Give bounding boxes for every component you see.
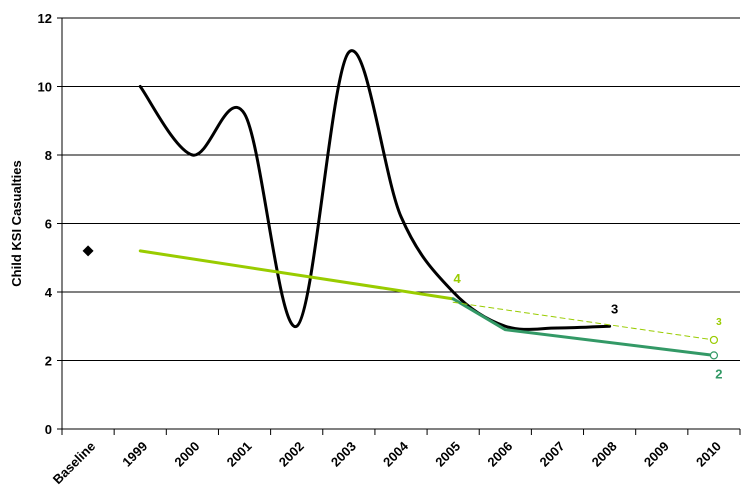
x-tick-label: 2010 xyxy=(693,439,724,470)
series-end-marker-2 xyxy=(709,351,719,360)
x-tick-label: 2006 xyxy=(484,439,515,470)
x-tick-label: 2000 xyxy=(171,439,202,470)
series-group xyxy=(82,49,719,360)
x-tick-label: 2002 xyxy=(276,439,307,470)
gridlines xyxy=(62,17,740,361)
x-tick-label: 2009 xyxy=(641,439,672,470)
annotations: 4 3 3 2 xyxy=(454,271,723,382)
annotation-label: 3 xyxy=(611,301,618,316)
x-tick-label: 2003 xyxy=(328,439,359,470)
y-tick-label: 8 xyxy=(45,148,52,163)
y-tick-label: 12 xyxy=(38,11,52,26)
x-axis-ticks: Baseline 1999 2000 2001 2002 2003 2004 2005 2006… xyxy=(50,429,741,487)
x-tick-label: 2004 xyxy=(380,438,412,470)
y-tick-label: 6 xyxy=(45,217,52,232)
y-axis-ticks: 0 2 4 6 8 10 12 xyxy=(38,11,62,437)
annotation-label: 2 xyxy=(715,366,722,381)
x-tick-label: 2001 xyxy=(224,439,255,470)
y-tick-label: 2 xyxy=(45,354,52,369)
x-tick-label: 2005 xyxy=(432,439,463,470)
series-end-marker-3 xyxy=(709,335,719,345)
baseline-marker xyxy=(82,245,94,257)
annotation-label: 4 xyxy=(454,271,462,286)
y-tick-label: 10 xyxy=(38,80,52,95)
y-tick-label: 4 xyxy=(45,285,53,300)
x-tick-label: Baseline xyxy=(50,439,98,487)
series-line-3 xyxy=(452,301,715,341)
series-line-0 xyxy=(138,49,612,331)
x-tick-label: 1999 xyxy=(119,439,150,470)
series-line-2 xyxy=(451,297,716,357)
y-tick-label: 0 xyxy=(45,422,52,437)
series-line-1 xyxy=(138,249,455,301)
y-axis-label: Child KSI Casualties xyxy=(9,160,24,286)
annotation-label: 3 xyxy=(716,317,722,328)
x-tick-label: 2008 xyxy=(589,439,620,470)
x-tick-label: 2007 xyxy=(537,439,568,470)
